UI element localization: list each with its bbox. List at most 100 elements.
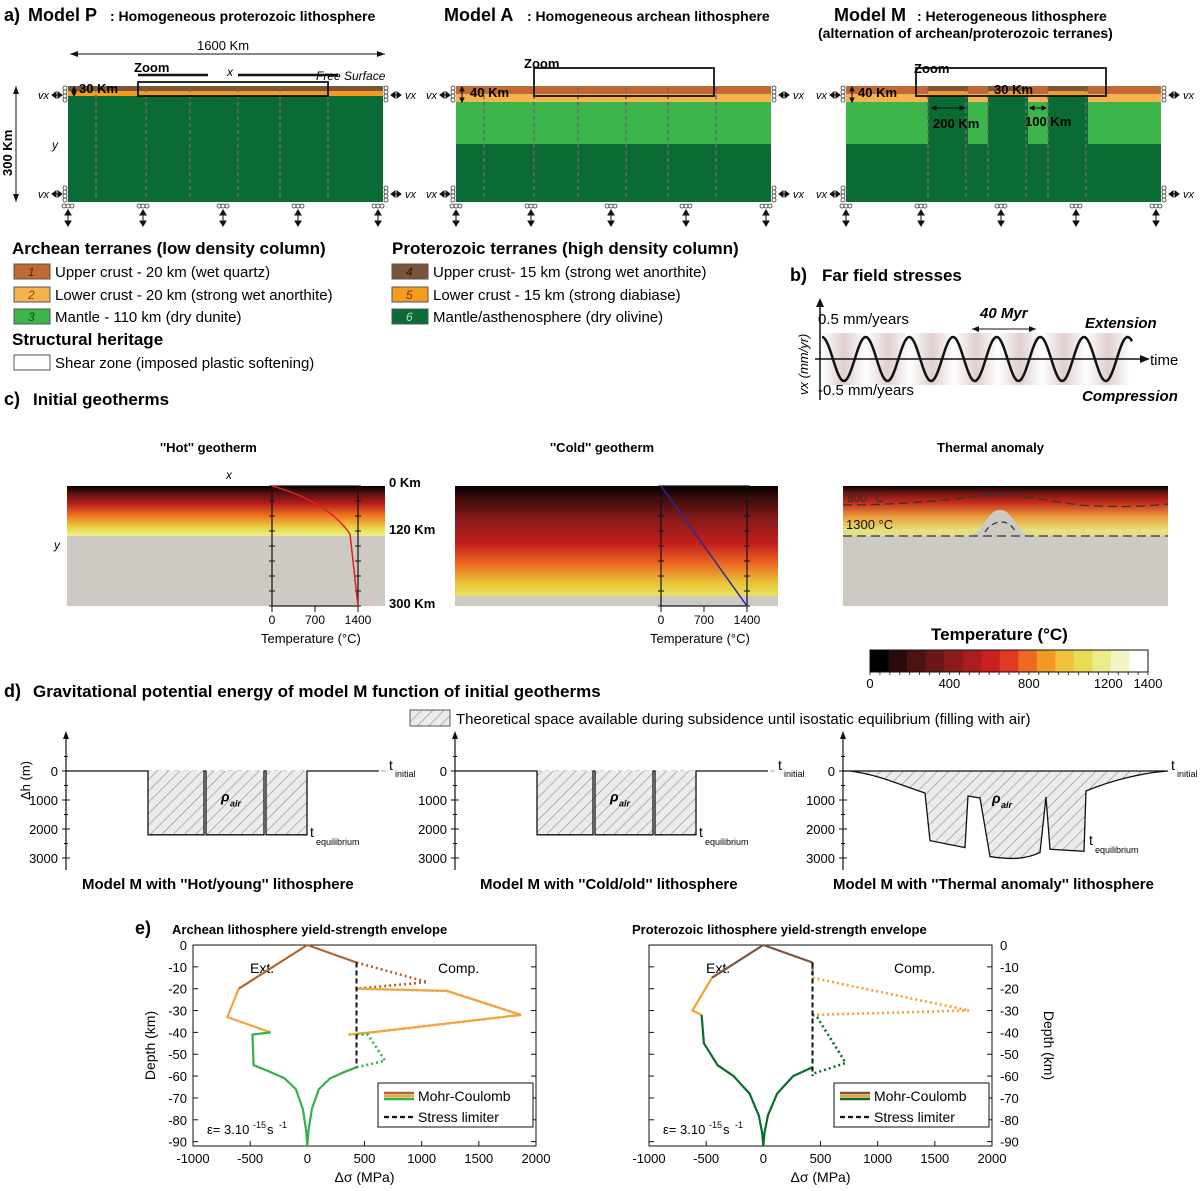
bottom-roller-4-0 — [371, 203, 377, 209]
bottom-roller-1-0 — [914, 203, 920, 209]
vx-right-bottom: vx — [793, 189, 805, 201]
swatch-4-num: 4 — [406, 265, 413, 279]
iso-upper-label: 800 °C — [847, 491, 884, 505]
vx-left-top: vx — [38, 90, 50, 102]
colorbar-tick-1400: 1400 — [1134, 676, 1163, 691]
bottom-roller-0-1 — [843, 203, 849, 209]
basin-fill-0 — [148, 771, 204, 835]
period-label: 40 Myr — [979, 305, 1029, 322]
panel-e: e) Archean lithosphere yield-strength en… — [135, 918, 1057, 1185]
bottom-arrow-0 — [842, 209, 850, 227]
bottom-roller-3-2 — [299, 203, 305, 209]
d-legend-text: Theoretical space available during subsi… — [456, 711, 1030, 728]
roller-right-top-1 — [1161, 89, 1167, 95]
vx-left-bottom: vx — [38, 189, 50, 201]
hot-temp-axis: Temperature (°C) — [261, 631, 361, 646]
prot-block-mantle-2 — [1048, 96, 1088, 202]
proterozoic-yse-plot: -1000 -500 0 500 1000 1500 2000 0 -10 -20 -30 -40 -5… — [632, 938, 1057, 1185]
bottom-roller-3-2 — [1077, 203, 1083, 209]
yse-xtick-label-0: -1000 — [176, 1151, 209, 1166]
block-100-label: 100 Km — [1025, 114, 1071, 129]
model-p-x-label: x — [226, 65, 234, 79]
mc-ext-1 — [225, 988, 272, 1034]
yse-legend-box — [377, 1082, 534, 1128]
prot-mantle — [68, 96, 383, 202]
d-caption-anomaly: Model M with ''Thermal anomaly'' lithosp… — [833, 876, 1154, 893]
model-a-name: Model A — [444, 5, 513, 25]
yse-xtick-label-3: 500 — [810, 1151, 832, 1166]
model-a-crust-thickness: 40 Km — [470, 85, 509, 100]
strain-rate-unit: s — [723, 1122, 730, 1137]
roller-left-top-3 — [450, 97, 456, 103]
vx-right-arrow-top — [778, 91, 790, 99]
zoom-box — [915, 67, 1107, 97]
colorbar-cell-6 — [981, 650, 1001, 672]
t-initial-sub: initial — [784, 769, 805, 779]
yse-ytick-label-1: -10 — [168, 960, 187, 975]
shear-zone-swatch — [13, 354, 51, 371]
colorbar-tick-1200: 1200 — [1094, 676, 1123, 691]
model-m-diagram: vx vx vx vx — [816, 67, 1195, 227]
bottom-roller-1-2 — [922, 203, 928, 209]
roller-left-top-3 — [840, 97, 846, 103]
bottom-arrow-1 — [139, 209, 147, 227]
model-m-desc2: (alternation of archean/proterozoic terr… — [818, 25, 1113, 41]
roller-left-bottom-2 — [840, 193, 846, 199]
yse-xtick-label-6: 2000 — [978, 1151, 1007, 1166]
bottom-roller-3-2 — [687, 203, 693, 209]
d-ytick-label-2: 2000 — [418, 822, 447, 837]
cold-geotherm-plot: 0 700 1400 — [658, 485, 761, 627]
geotherm-xtick-label-1: 700 — [305, 613, 325, 627]
block-200-label: 200 Km — [933, 116, 979, 131]
roller-right-top-2 — [771, 93, 777, 99]
roller-right-bottom-3 — [771, 197, 777, 203]
d-ytick-label-1: 1000 — [806, 793, 835, 808]
basin-fill-anomaly — [849, 770, 1169, 860]
prot-block-lower-2 — [1048, 91, 1088, 96]
bottom-arrow-3 — [1072, 209, 1080, 227]
mc-comp-0 — [762, 943, 813, 964]
compression-label: Compression — [1082, 388, 1178, 405]
bottom-arrow-4 — [1152, 209, 1160, 227]
iso-upper-line — [842, 494, 1169, 508]
basin-fill-2 — [655, 771, 696, 835]
yse-ytick-label-7: -70 — [1000, 1091, 1019, 1106]
bottom-roller-2-2 — [612, 203, 618, 209]
t-initial-sub: initial — [395, 769, 416, 779]
rho-air-label: ρ — [220, 788, 230, 804]
roller-left-top-1 — [62, 89, 68, 95]
panel-a: a) Model P : Homogeneous proterozoic lit… — [0, 5, 1195, 227]
bottom-arrow-0 — [452, 209, 460, 227]
bottom-roller-2-1 — [608, 203, 614, 209]
free-surface-label: Free Surface — [316, 69, 386, 83]
swatch-2 — [13, 286, 51, 303]
yse-ylabel: Depth (km) — [1041, 1011, 1057, 1080]
bottom-arrow-1 — [527, 209, 535, 227]
model-m-desc: : Heterogeneous lithosphere — [917, 8, 1107, 24]
vx-right-bottom: vx — [1183, 189, 1195, 201]
bottom-arrow-2 — [607, 209, 615, 227]
model-p-crust-thickness: 30 Km — [79, 81, 118, 96]
bottom-roller-0-2 — [69, 203, 75, 209]
bottom-roller-1-1 — [528, 203, 534, 209]
block-200-arrow — [930, 105, 966, 111]
t-equilibrium-label: t — [699, 824, 703, 840]
roller-left-bottom-1 — [450, 189, 456, 195]
roller-left-bottom-3 — [62, 197, 68, 203]
d-ytick-label-0: 0 — [828, 764, 835, 779]
roller-right-top-1 — [383, 89, 389, 95]
colorbar-cell-4 — [944, 650, 964, 672]
roller-right-top-1 — [771, 89, 777, 95]
bottom-roller-2-0 — [994, 203, 1000, 209]
mc-comp-2 — [762, 1066, 813, 1147]
bottom-roller-3-0 — [679, 203, 685, 209]
legend-item-2: Lower crust - 20 km (strong wet anorthit… — [55, 287, 333, 304]
strain-rate: ε= 3.10 — [663, 1122, 705, 1137]
bottom-arrow-2 — [219, 209, 227, 227]
strain-rate-unit-exp: -1 — [735, 1120, 743, 1130]
geotherm-xtick-label-0: 0 — [269, 613, 276, 627]
yse-ytick-label-8: -80 — [1000, 1113, 1019, 1128]
anomaly-title: Thermal anomaly — [937, 440, 1045, 455]
geotherm-curve — [660, 485, 748, 607]
